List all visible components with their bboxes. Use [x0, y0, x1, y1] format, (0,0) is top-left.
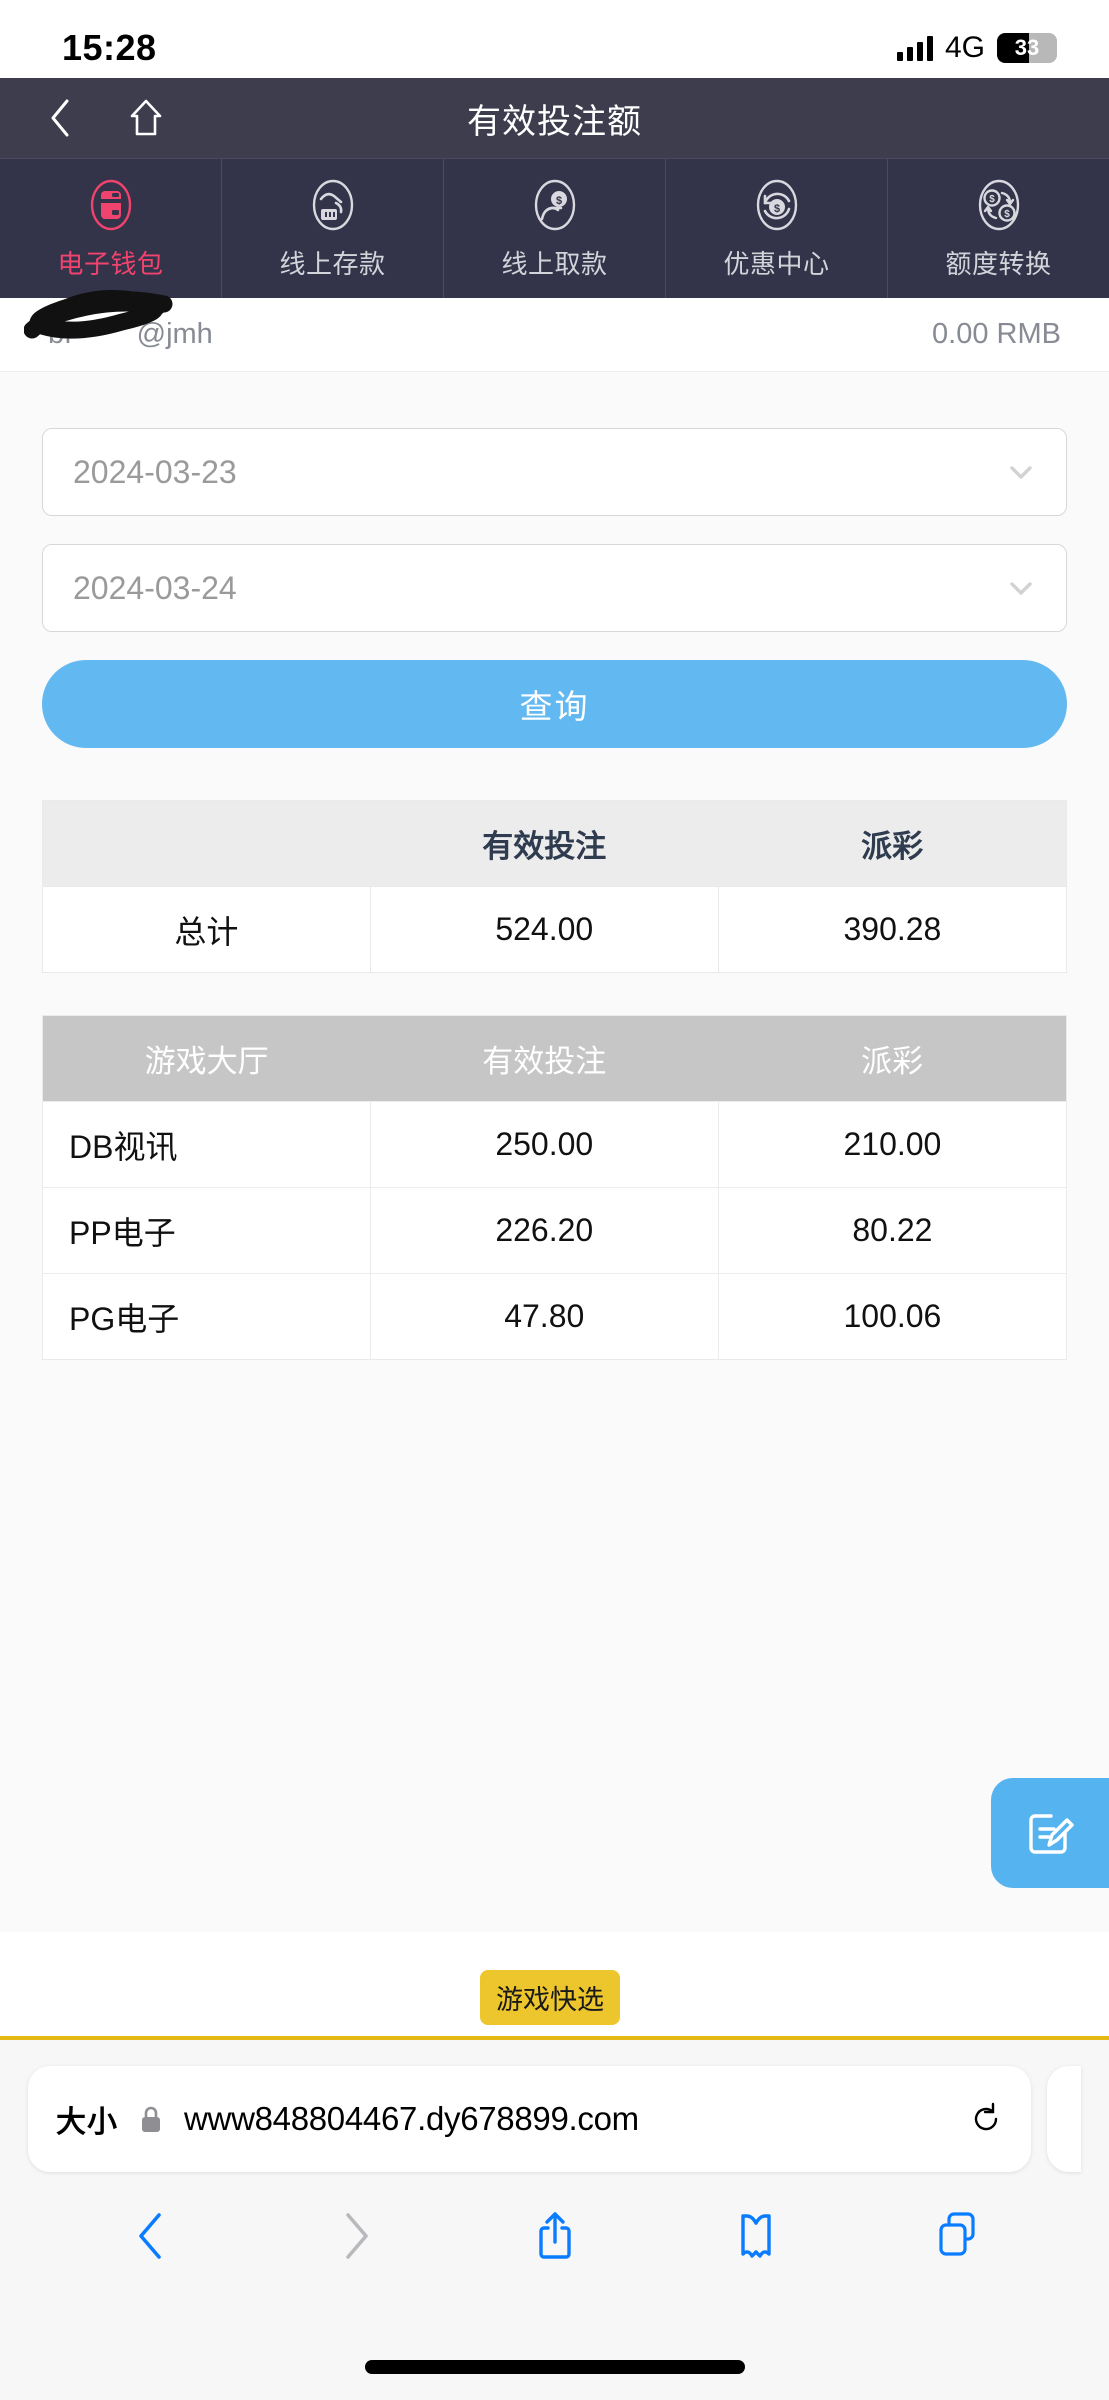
compose-fab-button[interactable]: [991, 1778, 1109, 1888]
chevron-down-icon[interactable]: [1004, 571, 1038, 605]
end-date-value: 2024-03-24: [73, 569, 237, 606]
status-time: 15:28: [62, 27, 157, 68]
promo-refresh-icon: $: [748, 176, 806, 234]
app-header: 有效投注额: [0, 78, 1109, 158]
end-date-field[interactable]: 2024-03-24: [42, 544, 1067, 632]
start-date-value: 2024-03-23: [73, 453, 237, 490]
detail-header-game-hall: 游戏大厅: [42, 1015, 371, 1102]
detail-header-payout: 派彩: [718, 1015, 1067, 1102]
safari-toolbar: [0, 2172, 1109, 2272]
detail-row-valid-bet: 47.80: [370, 1273, 719, 1360]
table-header-row: 游戏大厅 有效投注 派彩: [42, 1015, 1067, 1102]
hand-withdraw-icon: $: [526, 176, 584, 234]
adjacent-tab-edge[interactable]: [1047, 2066, 1081, 2172]
tab-electronic-wallet[interactable]: 电子钱包: [0, 159, 222, 298]
bookmarks-icon[interactable]: [720, 2200, 792, 2272]
account-summary-row: bf @jmh 0.00 RMB: [0, 290, 1109, 372]
detail-table: 游戏大厅 有效投注 派彩 DB视讯 250.00 210.00 PP电子 226…: [42, 1015, 1067, 1360]
query-button[interactable]: 查询: [42, 660, 1067, 748]
detail-row-payout: 210.00: [718, 1101, 1067, 1188]
safari-chrome: 大小 www848804467.dy678899.com: [0, 2036, 1109, 2400]
svg-text:$: $: [989, 194, 995, 205]
ios-status-bar: 15:28 4G 33: [0, 0, 1109, 78]
transfer-icon: $ $: [970, 176, 1028, 234]
tab-online-deposit[interactable]: 线上存款: [222, 159, 444, 298]
compose-edit-icon: [1019, 1800, 1081, 1867]
share-icon[interactable]: [519, 2200, 591, 2272]
detail-row-payout: 100.06: [718, 1273, 1067, 1360]
summary-header-payout: 派彩: [718, 800, 1067, 887]
report-body: 2024-03-23 2024-03-24 查询 有效投注 派彩: [0, 372, 1109, 1932]
detail-row-label: DB视讯: [42, 1101, 371, 1188]
lock-icon: [138, 2104, 164, 2134]
summary-row-label: 总计: [42, 886, 371, 973]
start-date-field[interactable]: 2024-03-23: [42, 428, 1067, 516]
home-indicator: [364, 2360, 745, 2374]
summary-table: 有效投注 派彩 总计 524.00 390.28: [42, 800, 1067, 973]
battery-icon: 33: [997, 33, 1057, 63]
tab-label: 电子钱包: [57, 249, 164, 279]
summary-row-valid-bet: 524.00: [370, 886, 719, 973]
table-row: 总计 524.00 390.28: [42, 886, 1067, 973]
detail-row-label: PP电子: [42, 1187, 371, 1274]
status-indicators: 4G 33: [896, 31, 1057, 65]
tab-label: 线上存款: [279, 249, 386, 279]
safari-address-bar[interactable]: 大小 www848804467.dy678899.com: [28, 2066, 1031, 2172]
wallet-tabbar: 电子钱包 线上存款 $ 线上取款 $ 优惠中心 $ $ 额度转换: [0, 158, 1109, 298]
url-text: www848804467.dy678899.com: [184, 2100, 639, 2137]
account-balance: 0.00 RMB: [932, 318, 1061, 350]
table-row: PG电子 47.80 100.06: [42, 1273, 1067, 1360]
account-username: bf @jmh: [48, 318, 213, 350]
tab-label: 优惠中心: [723, 249, 830, 279]
reload-icon[interactable]: [969, 2102, 1003, 2136]
svg-text:$: $: [1004, 209, 1010, 220]
tab-credit-transfer[interactable]: $ $ 额度转换: [888, 159, 1109, 298]
detail-row-payout: 80.22: [718, 1187, 1067, 1274]
text-size-button[interactable]: 大小: [56, 2106, 118, 2139]
table-row: PP电子 226.20 80.22: [42, 1187, 1067, 1274]
tabs-icon[interactable]: [921, 2200, 993, 2272]
detail-header-valid-bet: 有效投注: [370, 1015, 719, 1102]
game-quick-select-badge[interactable]: 游戏快选: [480, 1970, 620, 2025]
forward-arrow-icon: [318, 2200, 390, 2272]
home-icon[interactable]: [110, 90, 182, 146]
summary-header-blank: [42, 800, 371, 887]
tab-online-withdraw[interactable]: $ 线上取款: [444, 159, 666, 298]
hand-deposit-icon: [304, 176, 362, 234]
chevron-down-icon[interactable]: [1004, 455, 1038, 489]
chevron-left-icon[interactable]: [32, 90, 88, 146]
wallet-icon: [82, 176, 140, 234]
summary-header-valid-bet: 有效投注: [370, 800, 719, 887]
svg-text:$: $: [773, 203, 779, 215]
network-type-label: 4G: [944, 31, 985, 64]
battery-percent: 33: [1014, 35, 1040, 60]
tab-label: 额度转换: [945, 249, 1052, 279]
back-arrow-icon[interactable]: [117, 2200, 189, 2272]
svg-text:$: $: [555, 195, 561, 207]
tab-promotion-center[interactable]: $ 优惠中心: [666, 159, 888, 298]
table-header-row: 有效投注 派彩: [42, 800, 1067, 887]
tab-label: 线上取款: [501, 249, 608, 279]
detail-row-label: PG电子: [42, 1273, 371, 1360]
table-row: DB视讯 250.00 210.00: [42, 1101, 1067, 1188]
safari-url-row: 大小 www848804467.dy678899.com: [0, 2040, 1109, 2172]
signal-bars-icon: [896, 35, 933, 61]
detail-row-valid-bet: 250.00: [370, 1101, 719, 1188]
detail-row-valid-bet: 226.20: [370, 1187, 719, 1274]
summary-row-payout: 390.28: [718, 886, 1067, 973]
